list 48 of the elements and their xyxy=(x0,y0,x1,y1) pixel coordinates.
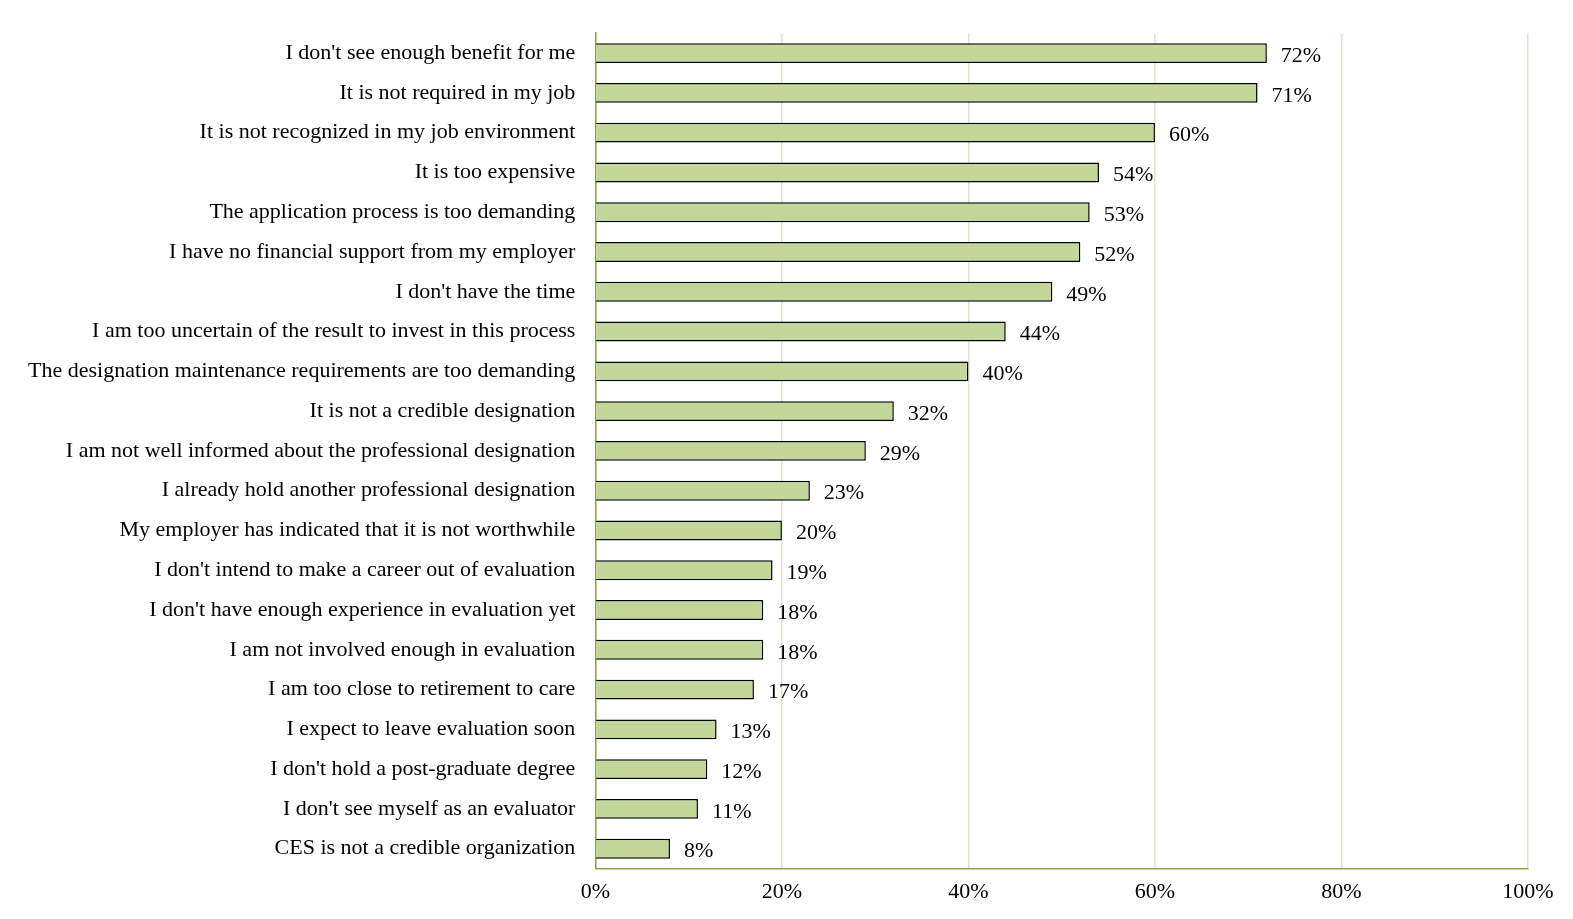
y-tick-label: It is not required in my job xyxy=(339,78,576,104)
data-label: 13% xyxy=(730,718,771,744)
x-tick-label: 0% xyxy=(580,877,611,903)
x-tick-label: 80% xyxy=(1321,877,1362,903)
y-tick-label: I don't intend to make a career out of evaluation xyxy=(154,556,576,582)
data-label: 29% xyxy=(879,439,921,465)
y-tick-label: I am not well informed about the professional designation xyxy=(65,436,576,462)
data-label: 8% xyxy=(683,837,714,863)
y-tick-label: I don't hold a post-graduate degree xyxy=(270,754,576,780)
y-tick-label: I am too uncertain of the result to invest in this process xyxy=(92,317,576,343)
data-label: 52% xyxy=(1094,240,1135,266)
data-label: 40% xyxy=(982,360,1023,386)
data-label: 49% xyxy=(1066,280,1107,306)
data-label: 71% xyxy=(1271,81,1312,107)
data-label: 17% xyxy=(767,678,809,704)
data-label: 18% xyxy=(777,638,818,664)
data-label: 19% xyxy=(786,559,827,585)
y-tick-label: It is too expensive xyxy=(414,158,576,184)
y-tick-label: The application process is too demanding xyxy=(209,198,576,223)
y-tick-label: The designation maintenance requirements are too demanding xyxy=(28,357,576,383)
y-tick-label: I don't see enough benefit for me xyxy=(285,38,576,64)
data-label: 72% xyxy=(1280,41,1322,67)
y-tick-label: I don't have the time xyxy=(395,277,576,303)
data-label: 53% xyxy=(1103,201,1144,226)
data-label: 23% xyxy=(823,479,865,505)
y-tick-label: I already hold another professional designation xyxy=(161,476,576,502)
data-label: 20% xyxy=(795,519,837,545)
y-tick-label: I don't have enough experience in evaluation yet xyxy=(149,595,576,621)
data-label: 54% xyxy=(1112,161,1154,187)
data-label: 11% xyxy=(711,797,752,823)
x-tick-label: 100% xyxy=(1502,877,1554,903)
y-tick-label: I have no financial support from my employer xyxy=(169,237,577,263)
y-tick-label: I don't see myself as an evaluator xyxy=(283,794,577,820)
y-tick-label: I am too close to retirement to care xyxy=(268,675,576,701)
y-tick-label: I am not involved enough in evaluation xyxy=(229,635,576,661)
data-label: 60% xyxy=(1168,121,1210,147)
data-label: 32% xyxy=(907,399,949,425)
data-label: 44% xyxy=(1019,320,1061,346)
y-tick-label: It is not a credible designation xyxy=(309,396,576,422)
y-tick-label: My employer has indicated that it is not worthwhile xyxy=(119,516,576,542)
data-label: 18% xyxy=(777,598,818,624)
y-tick-label: It is not recognized in my job environment xyxy=(199,118,576,144)
y-tick-label: I expect to leave evaluation soon xyxy=(286,715,576,741)
x-tick-label: 40% xyxy=(948,877,989,903)
x-tick-label: 60% xyxy=(1134,877,1176,903)
y-tick-label: CES is not a credible organization xyxy=(274,834,576,860)
data-label: 12% xyxy=(721,757,762,783)
x-tick-label: 20% xyxy=(761,877,803,903)
